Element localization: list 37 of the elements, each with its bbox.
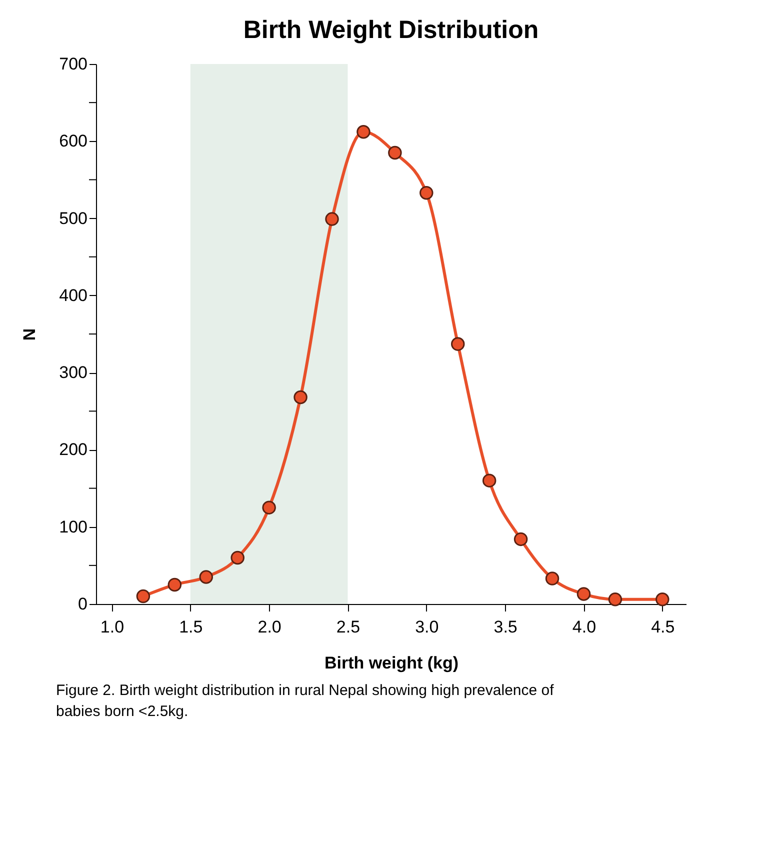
point — [230, 550, 244, 565]
y-tick-label: 100 — [59, 517, 88, 536]
x-axis-title: Birth weight (kg) — [324, 654, 459, 672]
y-tick-label: 0 — [78, 594, 88, 614]
point — [294, 390, 308, 404]
point — [325, 212, 339, 226]
point — [608, 592, 622, 606]
x-tick-label: 3.0 — [415, 618, 439, 636]
point — [168, 578, 182, 592]
point — [388, 146, 402, 160]
y-tick-label: 500 — [59, 208, 88, 228]
y-tick-label: 700 — [59, 54, 88, 74]
point — [262, 500, 276, 514]
point — [576, 587, 591, 601]
point — [356, 125, 370, 139]
point — [514, 532, 528, 546]
point — [199, 570, 214, 584]
point — [656, 592, 670, 606]
x-tick-label: 4.5 — [651, 618, 675, 636]
point — [420, 186, 434, 200]
point — [450, 337, 465, 351]
caption: Figure 2. Birth weight distribution in rural Nepal showing high prevalence of babies born <2.5kg. — [56, 682, 555, 720]
y-tick-label: 300 — [59, 363, 88, 382]
x-tick-label: 4.0 — [572, 618, 596, 636]
point — [482, 474, 496, 488]
x-tick-label: 2.5 — [336, 618, 360, 636]
y-tick-label: 400 — [59, 286, 88, 305]
y-tick-label: 600 — [59, 132, 88, 151]
y-axis-title: N — [20, 328, 40, 341]
x-tick-label: 1.0 — [100, 618, 124, 636]
point — [136, 589, 150, 604]
chart-title: Birth Weight Distribution — [243, 16, 539, 44]
x-tick-label: 3.5 — [494, 618, 518, 636]
point — [545, 572, 560, 586]
x-tick-label: 2.0 — [258, 618, 282, 636]
x-tick-label: 1.5 — [179, 618, 203, 636]
y-tick-label: 200 — [59, 440, 88, 460]
